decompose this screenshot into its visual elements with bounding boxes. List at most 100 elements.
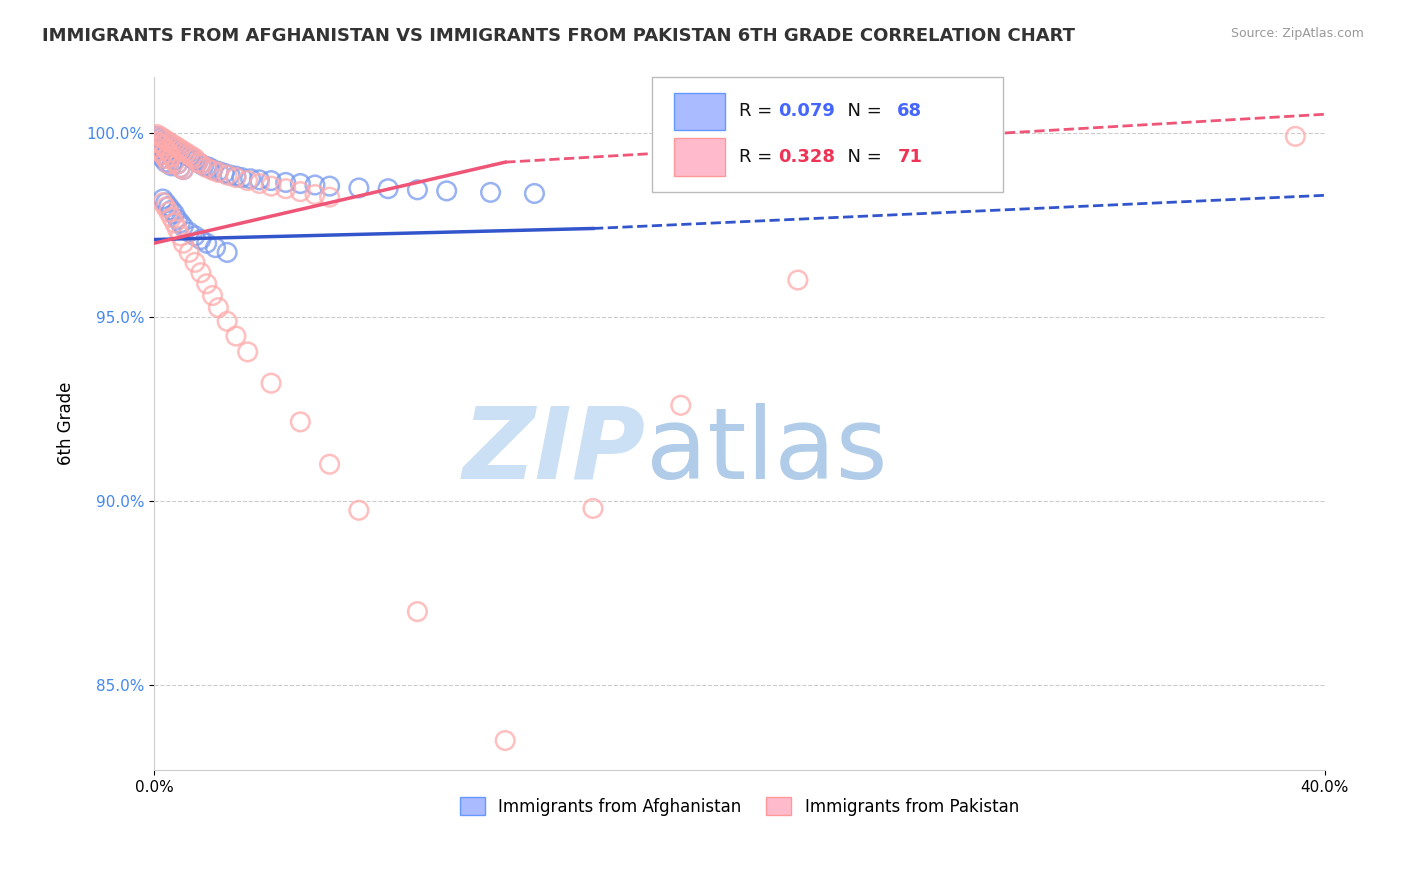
Text: 0.079: 0.079 [778,103,835,120]
Point [274,176,297,190]
Point [169,161,191,175]
Point [160,148,183,162]
Point [201,162,224,177]
Point [157,145,180,160]
Point [146,140,169,154]
FancyBboxPatch shape [673,138,725,176]
Point [184,153,207,168]
Point [318,457,340,471]
Point [157,135,180,149]
Point [290,177,312,191]
Point [190,266,212,280]
Point [152,148,174,162]
Text: N =: N = [837,103,889,120]
Point [190,233,212,247]
Point [166,212,188,227]
Point [163,155,186,169]
Point [406,605,429,619]
Point [169,216,191,230]
Point [166,140,188,154]
Point [155,144,177,158]
Point [172,162,194,177]
Point [172,236,194,251]
Point [155,200,177,214]
Point [304,178,326,192]
FancyBboxPatch shape [651,78,1002,192]
Point [163,140,186,154]
Point [172,162,194,177]
Point [962,169,984,184]
Point [225,170,247,185]
Point [669,398,692,412]
Text: atlas: atlas [645,403,887,500]
Text: R =: R = [740,103,779,120]
Point [149,144,172,158]
Point [155,135,177,149]
Point [155,155,177,169]
Point [347,181,370,195]
Point [225,329,247,343]
Point [290,185,312,199]
Point [198,161,221,175]
Point [181,152,204,166]
Point [406,183,429,197]
Point [166,222,188,236]
Text: 71: 71 [897,148,922,166]
Point [149,131,172,145]
Point [217,168,239,182]
Point [179,150,201,164]
Text: 0.328: 0.328 [778,148,835,166]
Point [172,144,194,158]
Point [377,182,399,196]
Point [195,277,218,291]
Point [149,129,172,144]
Point [163,153,186,168]
Point [260,376,283,391]
Point [290,415,312,429]
Point [523,186,546,201]
Point [163,207,186,221]
Point [149,136,172,151]
Point [152,152,174,166]
Point [157,199,180,213]
Point [157,157,180,171]
Point [260,179,283,194]
Point [157,157,180,171]
Point [160,138,183,153]
Point [190,157,212,171]
Point [184,152,207,166]
Point [163,216,186,230]
Point [172,145,194,160]
Point [187,155,209,169]
Point [304,187,326,202]
Point [146,136,169,151]
Point [169,144,191,158]
Point [146,129,169,144]
Point [217,314,239,328]
Point [146,144,169,158]
Point [152,133,174,147]
Point [247,173,270,187]
Point [157,145,180,160]
Point [160,159,183,173]
Point [146,128,169,142]
Point [169,161,191,175]
Point [236,173,259,187]
Point [190,157,212,171]
Point [157,136,180,151]
Point [219,168,242,182]
Point [260,173,283,187]
Point [155,133,177,147]
Point [149,140,172,154]
Point [201,288,224,302]
Point [179,148,201,162]
Point [152,131,174,145]
Point [152,192,174,206]
Point [201,163,224,178]
Point [166,157,188,171]
Point [166,157,188,171]
Point [155,142,177,156]
Point [160,211,183,225]
Point [207,164,229,178]
Text: R =: R = [740,148,779,166]
